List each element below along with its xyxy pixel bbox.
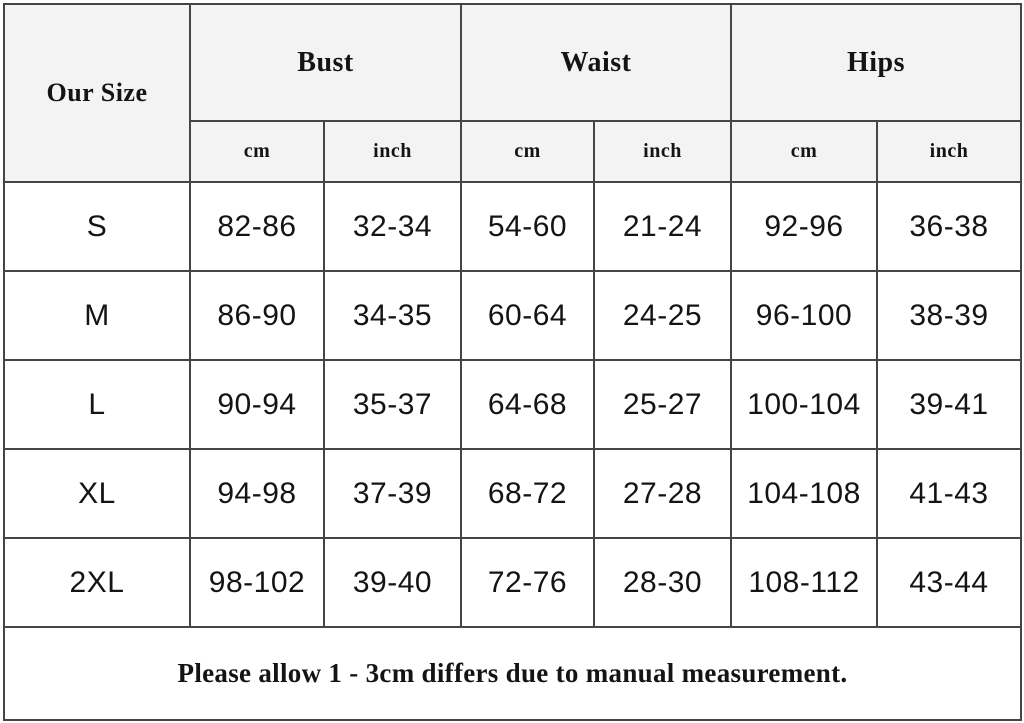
measurement-note: Please allow 1 - 3cm differs due to manu… xyxy=(3,626,1022,721)
size-chart: Our Size Bust Waist Hips cm inch cm inch… xyxy=(3,3,1022,721)
size-label: L xyxy=(3,359,191,450)
cell-hips-inch: 43-44 xyxy=(876,537,1022,628)
cell-bust-cm: 82-86 xyxy=(189,181,325,272)
unit-bust-inch: inch xyxy=(323,120,462,183)
cell-hips-cm: 96-100 xyxy=(730,270,878,361)
cell-waist-cm: 72-76 xyxy=(460,537,595,628)
unit-waist-inch: inch xyxy=(593,120,732,183)
cell-bust-cm: 90-94 xyxy=(189,359,325,450)
cell-bust-inch: 32-34 xyxy=(323,181,462,272)
cell-bust-inch: 39-40 xyxy=(323,537,462,628)
cell-hips-inch: 39-41 xyxy=(876,359,1022,450)
size-label: 2XL xyxy=(3,537,191,628)
cell-hips-inch: 38-39 xyxy=(876,270,1022,361)
cell-hips-cm: 108-112 xyxy=(730,537,878,628)
header-bust: Bust xyxy=(189,3,462,122)
cell-waist-cm: 60-64 xyxy=(460,270,595,361)
header-row-units: cm inch cm inch cm inch xyxy=(4,120,1022,183)
cell-hips-inch: 41-43 xyxy=(876,448,1022,539)
cell-waist-cm: 54-60 xyxy=(460,181,595,272)
table-row-l: L 90-94 35-37 64-68 25-27 100-104 39-41 xyxy=(3,359,1022,450)
size-chart-table: Our Size Bust Waist Hips cm inch cm inch… xyxy=(3,3,1022,721)
header-waist: Waist xyxy=(460,3,732,122)
table-row-s: S 82-86 32-34 54-60 21-24 92-96 36-38 xyxy=(3,181,1022,272)
cell-bust-cm: 94-98 xyxy=(189,448,325,539)
size-label: M xyxy=(3,270,191,361)
header-hips: Hips xyxy=(730,3,1022,122)
cell-bust-inch: 35-37 xyxy=(323,359,462,450)
cell-waist-inch: 27-28 xyxy=(593,448,732,539)
cell-bust-inch: 37-39 xyxy=(323,448,462,539)
header-our-size: Our Size xyxy=(3,3,191,183)
cell-waist-inch: 28-30 xyxy=(593,537,732,628)
cell-bust-cm: 98-102 xyxy=(189,537,325,628)
table-row-2xl: 2XL 98-102 39-40 72-76 28-30 108-112 43-… xyxy=(3,537,1022,628)
unit-hips-cm: cm xyxy=(730,120,878,183)
size-label: XL xyxy=(3,448,191,539)
cell-hips-inch: 36-38 xyxy=(876,181,1022,272)
table-row-xl: XL 94-98 37-39 68-72 27-28 104-108 41-43 xyxy=(3,448,1022,539)
cell-hips-cm: 92-96 xyxy=(730,181,878,272)
unit-waist-cm: cm xyxy=(460,120,595,183)
header-row-groups: Our Size Bust Waist Hips xyxy=(3,3,1022,183)
cell-waist-cm: 68-72 xyxy=(460,448,595,539)
cell-waist-inch: 25-27 xyxy=(593,359,732,450)
unit-hips-inch: inch xyxy=(876,120,1022,183)
cell-bust-cm: 86-90 xyxy=(189,270,325,361)
unit-bust-cm: cm xyxy=(189,120,325,183)
size-label: S xyxy=(3,181,191,272)
cell-bust-inch: 34-35 xyxy=(323,270,462,361)
cell-hips-cm: 104-108 xyxy=(730,448,878,539)
cell-waist-inch: 24-25 xyxy=(593,270,732,361)
table-row-m: M 86-90 34-35 60-64 24-25 96-100 38-39 xyxy=(3,270,1022,361)
cell-waist-cm: 64-68 xyxy=(460,359,595,450)
cell-waist-inch: 21-24 xyxy=(593,181,732,272)
note-row: Please allow 1 - 3cm differs due to manu… xyxy=(3,626,1022,721)
cell-hips-cm: 100-104 xyxy=(730,359,878,450)
